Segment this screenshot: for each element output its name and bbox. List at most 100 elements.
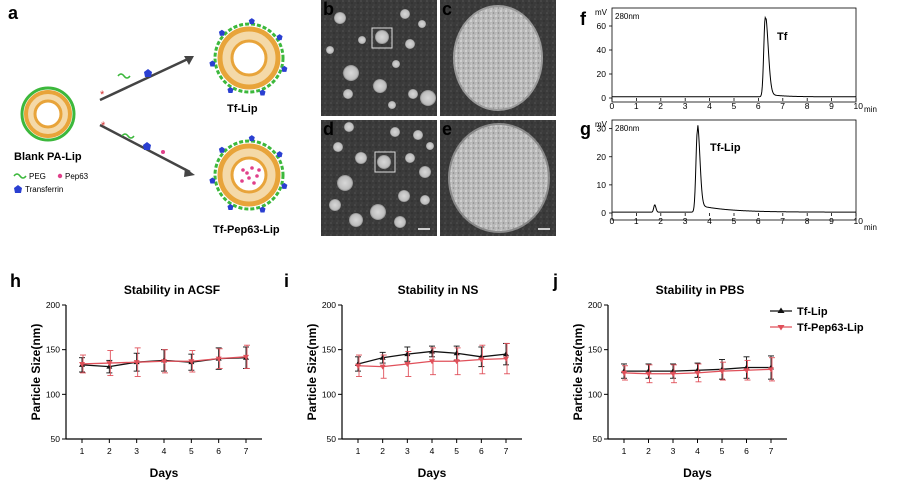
vesicle [418,20,426,28]
tf-lip-liposome [209,18,288,96]
x-unit: min [864,105,877,114]
aqueous-core [230,39,268,77]
data-point [670,371,676,377]
pep63-icon [252,181,256,185]
vesicle [344,122,354,132]
y-tick-label: 0 [601,208,606,218]
axis-ticks: 0 1 2 3 4 5 6 7 8 9 10 0 10 20 30 [597,124,864,226]
panel-c-tem: c [440,0,556,116]
panel-label-c: c [442,0,452,19]
vesicle [420,90,436,106]
vesicle [420,195,430,205]
data-point [106,363,113,369]
panel-label-i: i [284,271,289,291]
x-tick-label: 7 [780,101,785,111]
vesicle-closeup [448,123,550,233]
x-unit: min [864,223,877,232]
y-tick-label: 150 [46,345,60,355]
peg-icon [117,73,131,79]
x-tick-label: 3 [134,446,139,456]
vesicle [358,36,366,44]
y-tick-label: 30 [597,124,607,134]
y-tick-label: 60 [597,21,607,31]
vesicle [370,204,386,220]
x-tick-label: 1 [634,216,639,226]
series-tf-pep63-lip [621,357,775,384]
pep63-payload [240,166,261,185]
x-tick-label: 6 [744,446,749,456]
data-point [355,363,361,369]
vesicle [408,89,418,99]
vesicle [333,142,343,152]
arrow-to-tf-lip [99,56,191,102]
y-tick-label: 100 [588,389,602,399]
x-tick-label: 7 [769,446,774,456]
data-point [453,359,460,365]
panel-label-j: j [552,271,558,291]
panel-label-g: g [580,119,591,139]
transferrin-icon [227,87,234,94]
y-tick-label: 150 [588,345,602,355]
panel-label-a: a [8,3,19,23]
vesicle [329,199,341,211]
stability-chart-ns: Stability in NS 50 100 150 200 1 2 3 4 5 6 7 Days Par… [305,283,522,480]
x-tick-label: 0 [610,216,615,226]
data-point [133,360,140,366]
panel-b-tem: b [321,0,437,116]
panel-label-h: h [10,271,21,291]
panel-d-tem: d [321,119,437,236]
panel-label-d: d [323,119,334,139]
y-tick-label: 0 [601,93,606,103]
transferrin-icon [248,18,255,25]
x-tick-label: 10 [854,216,864,226]
x-axis-label: Days [418,466,447,480]
data-point [503,356,509,362]
data-point [768,367,774,373]
y-tick-label: 40 [597,45,607,55]
y-tick-label: 200 [46,300,60,310]
series-tf-pep63-lip [355,342,510,379]
x-tick-label: 2 [107,446,112,456]
x-tick-label: 4 [707,101,712,111]
data-point [743,368,750,374]
x-tick-label: 6 [756,101,761,111]
y-axis-label: Particle Size(nm) [29,324,43,421]
vesicle [334,12,346,24]
panel-g-hplc: g mV 280nm Tf-Lip min 0 1 2 3 4 5 6 7 8 9 10 0 10 20 3… [580,119,877,232]
vesicle [413,130,423,140]
x-tick-label: 10 [854,101,864,111]
chart-title: Stability in NS [398,283,479,297]
arrowhead-top [184,56,194,65]
data-point [429,359,435,365]
x-tick-label: 6 [479,446,484,456]
transferrin-icon [259,89,266,96]
panel-label-b: b [323,0,334,19]
vesicle [388,101,396,109]
data-point [404,351,411,357]
arrowhead-bottom [184,168,195,177]
pep63-icon [257,168,261,172]
data-point [719,369,725,375]
panel-f-hplc: f mV 280nm Tf min 0 1 2 3 4 5 6 7 8 9 10 0 20 40 60 [580,7,877,114]
vesicle [377,155,391,169]
x-tick-label: 7 [504,446,509,456]
x-tick-label: 5 [189,446,194,456]
vesicle [390,127,400,137]
x-axis-label: Days [150,466,179,480]
data-point [429,348,435,354]
tf-pep-lip-label: Tf-Pep63-Lip [213,224,280,236]
data-point [79,361,85,367]
legend-pep63: Pep63 [65,172,89,181]
zoom-box [374,151,396,173]
triangle-marker-icon [777,307,785,313]
data-point [161,359,167,365]
data-point [645,371,652,377]
peg-layer [20,86,76,142]
transferrin-decoration [209,135,288,213]
y-tick-label: 50 [327,434,337,444]
y-tick-label: 50 [593,434,603,444]
data-point [188,359,195,365]
aqueous-core [230,156,268,194]
legend-peg: PEG [29,172,46,181]
x-tick-label: 0 [610,101,615,111]
